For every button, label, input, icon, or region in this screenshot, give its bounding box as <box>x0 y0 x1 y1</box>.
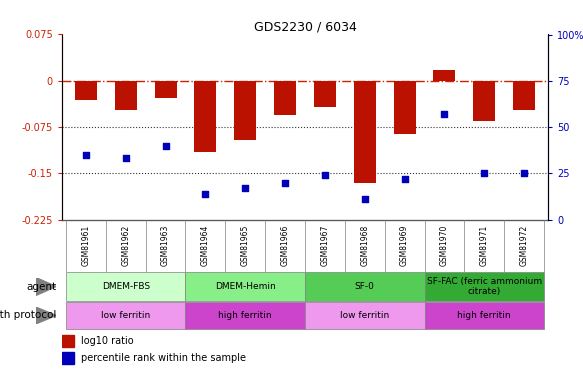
Point <box>360 196 370 202</box>
Point <box>480 170 489 176</box>
Point <box>241 185 250 191</box>
Text: GSM81966: GSM81966 <box>280 225 290 266</box>
Text: GSM81969: GSM81969 <box>400 225 409 266</box>
Title: GDS2230 / 6034: GDS2230 / 6034 <box>254 20 356 33</box>
Text: percentile rank within the sample: percentile rank within the sample <box>82 353 247 363</box>
Bar <box>195 81 216 152</box>
Text: GSM81962: GSM81962 <box>121 225 130 266</box>
Bar <box>62 352 74 364</box>
Text: log10 ratio: log10 ratio <box>82 336 134 346</box>
Bar <box>513 81 535 110</box>
Point <box>519 170 529 176</box>
Bar <box>185 302 305 329</box>
Text: GSM81971: GSM81971 <box>480 225 489 266</box>
Point <box>280 180 290 186</box>
Text: GSM81972: GSM81972 <box>519 225 529 266</box>
Bar <box>234 81 256 140</box>
Text: GSM81970: GSM81970 <box>440 225 449 266</box>
Point <box>400 176 409 182</box>
Point <box>161 142 170 148</box>
Bar <box>185 272 305 301</box>
Text: agent: agent <box>26 282 56 291</box>
Bar <box>424 302 544 329</box>
Text: high ferritin: high ferritin <box>458 311 511 320</box>
Text: GSM81967: GSM81967 <box>321 225 329 266</box>
Text: DMEM-FBS: DMEM-FBS <box>101 282 150 291</box>
Bar <box>62 335 74 346</box>
Bar <box>314 81 336 106</box>
Text: DMEM-Hemin: DMEM-Hemin <box>215 282 276 291</box>
Text: GSM81965: GSM81965 <box>241 225 250 266</box>
Text: growth protocol: growth protocol <box>0 310 56 321</box>
Text: low ferritin: low ferritin <box>340 311 389 320</box>
Bar <box>66 272 185 301</box>
Text: high ferritin: high ferritin <box>219 311 272 320</box>
Bar <box>424 272 544 301</box>
Text: SF-FAC (ferric ammonium
citrate): SF-FAC (ferric ammonium citrate) <box>427 277 542 296</box>
Bar <box>75 81 97 100</box>
Text: GSM81961: GSM81961 <box>82 225 90 266</box>
Bar <box>115 81 136 110</box>
Bar <box>274 81 296 115</box>
Text: GSM81963: GSM81963 <box>161 225 170 266</box>
Polygon shape <box>36 307 56 324</box>
Point <box>440 111 449 117</box>
Text: SF-0: SF-0 <box>355 282 375 291</box>
Bar <box>473 81 495 121</box>
Text: low ferritin: low ferritin <box>101 311 150 320</box>
Text: GSM81968: GSM81968 <box>360 225 369 266</box>
Bar <box>394 81 416 134</box>
Point <box>121 156 131 162</box>
Polygon shape <box>36 278 56 296</box>
Bar <box>434 70 455 81</box>
Point <box>320 172 329 178</box>
Bar <box>354 81 375 183</box>
Bar <box>305 272 424 301</box>
Bar <box>66 302 185 329</box>
Bar <box>305 302 424 329</box>
Point <box>201 190 210 196</box>
Text: GSM81964: GSM81964 <box>201 225 210 266</box>
Bar <box>154 81 177 98</box>
Point <box>81 152 90 158</box>
